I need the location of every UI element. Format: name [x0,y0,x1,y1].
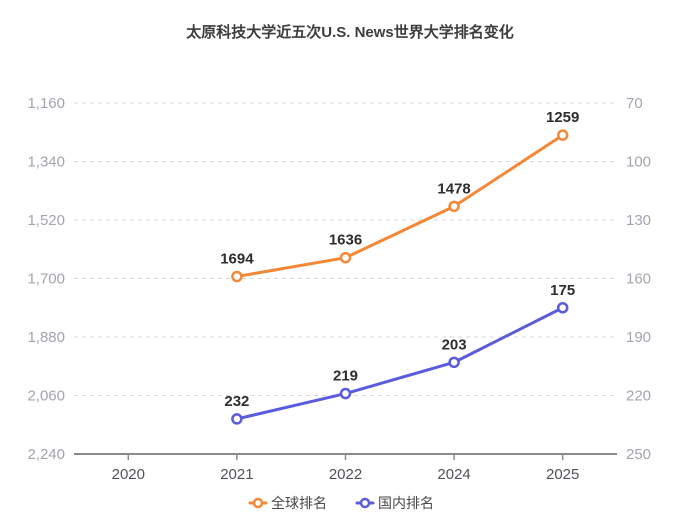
data-point-label: 1478 [437,180,470,197]
y-axis-tick-left: 1,700 [27,271,65,288]
data-point-label: 1636 [329,232,362,249]
y-axis-tick-right: 70 [626,95,643,112]
data-point-label: 1259 [546,109,579,126]
x-axis-label: 2020 [112,466,145,483]
y-axis-tick-left: 2,240 [27,446,65,463]
data-point-全球排名-2024[interactable] [448,200,460,213]
data-point-全球排名-2021[interactable] [231,270,243,283]
y-axis-tick-right: 160 [626,271,651,288]
data-point-国内排名-2021[interactable] [231,413,243,425]
data-point-label: 203 [442,336,467,353]
legend: 全球排名 国内排名 [248,495,434,511]
x-axis-label: 2022 [329,466,362,483]
y-axis-tick-left: 1,880 [27,329,65,346]
data-point-国内排名-2025[interactable] [556,302,569,314]
y-axis-tick-left: 1,160 [27,95,65,112]
legend-label-global: 全球排名 [271,495,327,511]
data-point-全球排名-2022[interactable] [339,251,352,264]
data-point-国内排名-2022[interactable] [339,387,352,400]
data-point-label: 1694 [220,251,254,268]
chart-title: 太原科技大学近五次U.S. News世界大学排名变化 [186,23,514,41]
data-point-全球排名-2025[interactable] [556,129,569,141]
y-axis-tick-right: 100 [626,154,651,171]
legend-item-0[interactable]: 全球排名 [248,495,327,511]
y-axis-tick-left: 1,520 [27,212,65,229]
y-axis-tick-right: 130 [626,212,651,229]
data-point-国内排名-2024[interactable] [448,356,460,369]
y-axis-tick-right: 190 [626,329,651,346]
data-point-label: 175 [550,282,575,299]
legend-label-domestic: 国内排名 [378,495,434,511]
x-axis-label: 2025 [546,466,579,483]
legend-marker-domestic [359,497,371,509]
series-line-国内排名 [235,306,565,421]
y-axis-tick-right: 250 [626,446,651,463]
legend-marker-global [252,497,264,509]
y-axis-tick-right: 220 [626,388,651,405]
x-axis-label: 2024 [437,466,470,483]
plot-area: 1,160 70 1,340 100 1,520 130 1,700 160 1,880 190 2… [27,95,651,483]
y-axis-tick-left: 1,340 [27,154,65,171]
data-point-label: 219 [333,368,358,385]
legend-item-1[interactable]: 国内排名 [355,495,434,511]
x-axis-label: 2021 [220,466,253,483]
series-line-全球排名 [235,133,565,279]
data-point-label: 232 [224,393,249,410]
y-axis-tick-left: 2,060 [27,388,65,405]
